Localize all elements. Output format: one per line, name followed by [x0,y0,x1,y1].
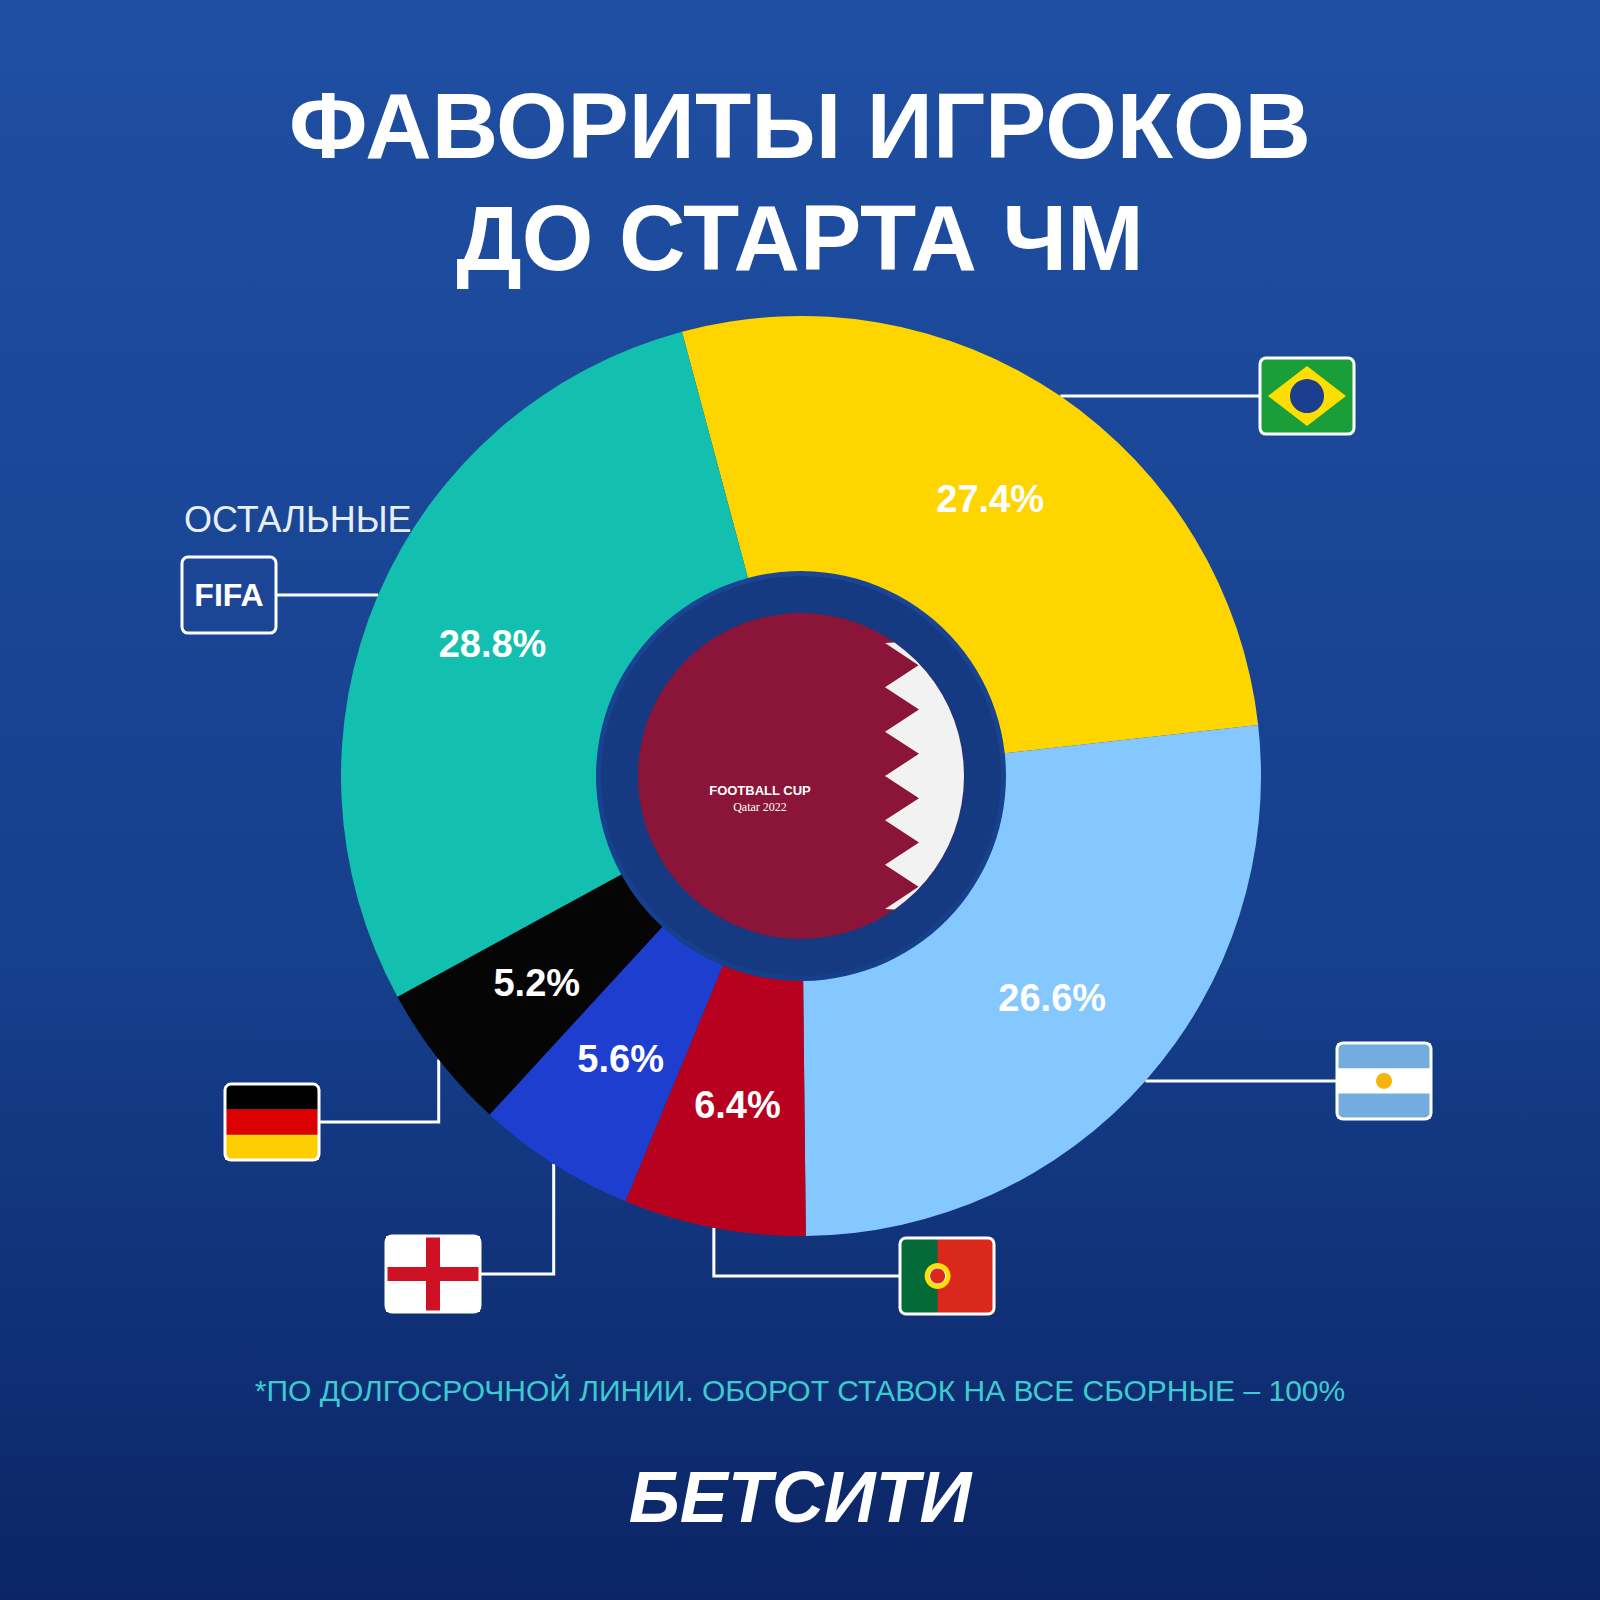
svg-text:5.2%: 5.2% [493,962,580,1004]
svg-text:FOOTBALL CUP: FOOTBALL CUP [709,783,811,798]
svg-text:6.4%: 6.4% [694,1084,781,1126]
svg-text:*ПО ДОЛГОСРОЧНОЙ ЛИНИИ. ОБОРОТ: *ПО ДОЛГОСРОЧНОЙ ЛИНИИ. ОБОРОТ СТАВОК НА… [255,1374,1345,1407]
svg-text:26.6%: 26.6% [998,977,1106,1019]
svg-text:БЕТСИТИ: БЕТСИТИ [629,1457,974,1537]
svg-text:Qatar 2022: Qatar 2022 [733,800,787,814]
svg-text:28.8%: 28.8% [439,623,547,665]
svg-text:27.4%: 27.4% [936,478,1044,520]
svg-text:5.6%: 5.6% [577,1038,664,1080]
svg-text:ФАВОРИТЫ ИГРОКОВ: ФАВОРИТЫ ИГРОКОВ [289,75,1311,177]
svg-text:ДО СТАРТА ЧМ: ДО СТАРТА ЧМ [456,187,1143,289]
svg-text:ОСТАЛЬНЫЕ: ОСТАЛЬНЫЕ [184,499,412,540]
svg-text:FIFA: FIFA [194,577,263,613]
